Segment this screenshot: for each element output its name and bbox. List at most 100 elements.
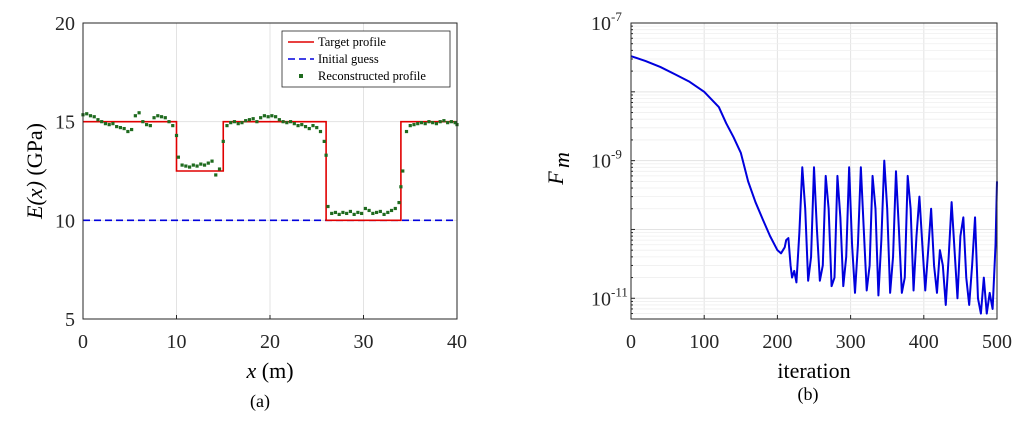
x-tick-label: 30: [354, 331, 374, 353]
reconstructed-point: [163, 116, 167, 120]
reconstructed-point: [352, 212, 356, 217]
reconstructed-point: [322, 139, 326, 143]
reconstructed-point: [374, 210, 379, 215]
reconstructed-point: [156, 114, 160, 118]
reconstructed-point: [118, 125, 122, 130]
reconstructed-point: [315, 125, 319, 130]
reconstructed-point: [262, 114, 266, 118]
reconstructed-point: [419, 121, 424, 125]
reconstructed-point: [363, 206, 367, 211]
reconstructed-point: [144, 123, 149, 127]
reconstructed-point: [296, 124, 300, 128]
x-tick-label: 300: [836, 331, 866, 353]
reconstructed-point: [111, 122, 115, 126]
reconstructed-point: [307, 126, 311, 131]
legend-entry-target: Target profile: [318, 35, 386, 49]
reconstructed-point: [206, 161, 210, 165]
panel-a-x-axis-label: x (m): [245, 358, 293, 383]
reconstructed-point: [404, 129, 409, 134]
reconstructed-point: [378, 209, 382, 214]
x-tick-label: 500: [982, 331, 1012, 353]
reconstructed-point: [191, 163, 195, 167]
reconstructed-point: [232, 120, 237, 124]
legend-swatch-reconstructed: [299, 74, 303, 78]
reconstructed-point: [100, 120, 104, 124]
reconstructed-point: [171, 124, 175, 128]
reconstructed-point: [221, 139, 225, 143]
reconstructed-point: [431, 121, 435, 125]
reconstructed-point: [274, 115, 278, 119]
reconstructed-point: [236, 122, 240, 126]
legend-entry-initial: Initial guess: [318, 52, 379, 66]
reconstructed-point: [281, 120, 285, 124]
panel-a-legend: Target profile Initial guess Reconstruct…: [281, 30, 451, 88]
y-tick-label: 10-7: [591, 9, 622, 35]
reconstructed-point: [442, 119, 446, 123]
reconstructed-point: [214, 173, 218, 177]
reconstructed-point: [133, 114, 137, 118]
reconstructed-point: [434, 122, 439, 126]
x-tick-label: 0: [78, 331, 88, 353]
reconstructed-point: [367, 208, 371, 213]
reconstructed-point: [88, 114, 93, 118]
x-tick-label: 400: [909, 331, 939, 353]
panel-a-tick-labels: 0 10 20 30 40 5 10 15 20: [55, 13, 467, 353]
reconstructed-point: [176, 155, 180, 159]
reconstructed-point: [412, 123, 416, 127]
reconstructed-point: [326, 204, 330, 209]
reconstructed-point: [416, 122, 420, 126]
legend-entry-reconstructed: Reconstructed profile: [318, 69, 426, 83]
reconstructed-point: [330, 211, 334, 216]
reconstructed-point: [324, 153, 328, 157]
panel-a-series: [81, 111, 459, 222]
reconstructed-point: [300, 123, 304, 127]
reconstructed-point: [103, 122, 108, 126]
reconstructed-point: [292, 122, 296, 126]
reconstructed-point: [184, 164, 188, 168]
reconstructed-point: [247, 118, 252, 122]
reconstructed-point: [180, 163, 184, 167]
reconstructed-point: [427, 120, 431, 124]
x-tick-label: 100: [689, 331, 719, 353]
reconstructed-point: [311, 124, 315, 128]
reconstructed-point: [389, 208, 394, 213]
reconstructed-point: [202, 163, 207, 167]
reconstructed-point: [199, 162, 203, 166]
reconstructed-point: [92, 115, 96, 119]
reconstructed-point: [266, 115, 270, 119]
reconstructed-point: [244, 119, 248, 123]
reconstructed-point: [348, 209, 353, 214]
reconstructed-point: [85, 112, 89, 116]
y-tick-label: 10-9: [591, 147, 622, 173]
reconstructed-point: [122, 126, 126, 131]
reconstructed-point: [449, 120, 453, 124]
y-label-main: F: [543, 171, 568, 186]
reconstructed-point: [187, 165, 192, 169]
reconstructed-point: [259, 116, 263, 120]
reconstructed-point: [386, 210, 390, 215]
reconstructed-point: [167, 120, 171, 124]
reconstructed-point: [453, 121, 457, 125]
reconstructed-point: [337, 212, 341, 217]
reconstructed-point: [303, 125, 308, 129]
reconstructed-point: [126, 129, 130, 134]
y-label-subscript: m: [549, 152, 574, 168]
reconstructed-point: [438, 120, 442, 124]
reconstructed-point: [345, 211, 349, 216]
reconstructed-point: [333, 210, 338, 215]
reconstructed-point: [318, 129, 323, 134]
panel-b-series: [630, 55, 998, 315]
reconstructed-point: [371, 211, 375, 216]
reconstructed-point: [217, 167, 222, 171]
y-tick-label: 10: [55, 210, 75, 232]
reconstructed-point: [174, 133, 179, 138]
reconstructed-point: [397, 200, 401, 205]
reconstructed-point: [285, 121, 289, 125]
reconstructed-point: [225, 124, 229, 128]
panel-b-y-axis-label: F m: [543, 152, 574, 186]
reconstructed-point: [270, 114, 274, 118]
panel-a: 0 10 20 30 40 5 10 15 20 x (m) E(x) (GPa) (a) Ta…: [22, 13, 467, 412]
x-tick-label: 10: [167, 331, 187, 353]
